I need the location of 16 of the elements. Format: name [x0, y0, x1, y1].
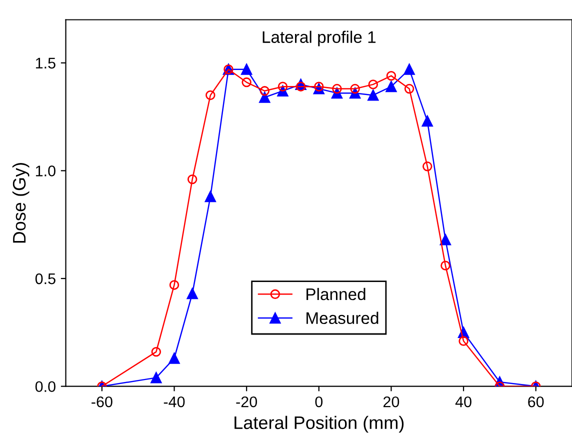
x-tick-label: 0	[315, 396, 323, 408]
y-tick-label: 0.0	[35, 381, 56, 392]
x-tick-label: 20	[383, 396, 400, 408]
legend-label: Measured	[306, 312, 378, 324]
x-tick-label: -20	[236, 396, 258, 408]
x-tick-label: 40	[455, 396, 472, 408]
x-tick-label: 60	[528, 396, 544, 408]
y-tick-label: 1.5	[36, 58, 56, 69]
y-tick-label: 0.5	[35, 273, 56, 284]
x-tick-label: -60	[92, 396, 112, 408]
x-tick-label: -40	[164, 396, 185, 408]
y-tick-label: 1.0	[36, 166, 56, 176]
y-axis-title: Dose (Gy)	[12, 163, 30, 243]
x-axis-title: Lateral Position (mm)	[234, 416, 404, 433]
legend-label: Planned	[306, 288, 366, 300]
text: Lateral profile 1	[262, 30, 376, 46]
